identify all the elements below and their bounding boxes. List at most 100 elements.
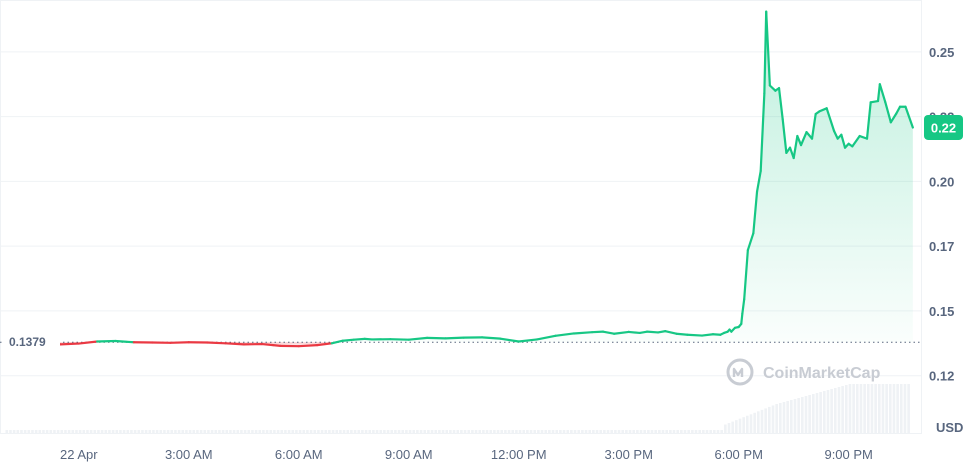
price-line-segment: [638, 330, 649, 335]
volume-bar: [31, 430, 34, 434]
volume-bar: [331, 430, 335, 434]
volume-bar: [848, 384, 852, 434]
volume-bar: [394, 430, 397, 434]
volume-bar: [790, 400, 793, 434]
volume-bar: [694, 430, 698, 434]
volume-bar: [727, 423, 731, 434]
volume-bar: [907, 384, 910, 434]
volume-bar: [793, 399, 797, 434]
volume-bar: [533, 430, 537, 434]
volume-bar: [562, 430, 566, 434]
volume-bar: [738, 418, 742, 434]
volume-bar: [705, 430, 709, 434]
price-line-segment: [444, 336, 465, 340]
volume-bar: [309, 430, 313, 434]
volume-bar: [93, 430, 97, 434]
volume-bar: [709, 430, 712, 434]
price-line-segment: [765, 10, 771, 87]
volume-bar: [742, 417, 745, 434]
volume-bar: [287, 430, 291, 434]
volume-bar: [669, 430, 672, 434]
volume-bar: [86, 430, 89, 434]
volume-bar: [661, 430, 665, 434]
volume-bar: [830, 389, 833, 434]
volume-bar: [658, 430, 661, 434]
volume-bar: [441, 430, 445, 434]
volume-bar: [177, 430, 181, 434]
volume-bar: [27, 430, 31, 434]
price-line-segment: [675, 332, 689, 336]
volume-bar: [823, 391, 826, 434]
volume-bar: [826, 390, 830, 434]
price-line-segment: [206, 341, 227, 345]
volume-bar: [584, 430, 588, 434]
price-line-segment: [740, 312, 744, 325]
volume-bar: [23, 430, 27, 434]
volume-bar: [537, 430, 540, 434]
volume-bar: [577, 430, 580, 434]
price-line-segment: [114, 339, 135, 344]
volume-bar: [595, 430, 599, 434]
volume-bar: [419, 430, 423, 434]
price-line-segment: [832, 129, 839, 140]
price-line-segment: [810, 112, 817, 140]
volume-bar: [133, 430, 137, 434]
volume-bar: [581, 430, 584, 434]
price-line-segment: [796, 134, 803, 147]
volume-bar: [628, 430, 632, 434]
volume-bar: [247, 430, 251, 434]
volume-bar: [214, 430, 218, 434]
price-line-segment: [768, 84, 777, 92]
volume-bar: [636, 430, 639, 434]
price-line-segment: [876, 83, 881, 103]
volume-bar: [841, 386, 844, 434]
volume-bar: [430, 430, 434, 434]
price-line-segment: [407, 336, 429, 341]
volume-bar: [526, 430, 529, 434]
volume-bar: [130, 430, 133, 434]
volume-bar: [342, 430, 346, 434]
volume-bar: [665, 430, 668, 434]
volume-bar: [368, 430, 372, 434]
watermark: CoinMarketCap: [726, 358, 881, 386]
price-line-segment: [297, 344, 319, 348]
volume-bar: [445, 430, 449, 434]
price-line-segment: [627, 330, 641, 335]
volume-bar: [5, 430, 9, 434]
volume-bar: [42, 430, 45, 434]
volume-bar: [397, 430, 401, 434]
volume-bar: [500, 430, 504, 434]
y-tick-label: 0.12: [929, 369, 954, 384]
price-line-segment: [869, 99, 880, 104]
volume-bar: [148, 430, 152, 434]
volume-bar: [735, 420, 738, 434]
volume-bar: [449, 430, 452, 434]
price-line-segment: [851, 134, 861, 148]
y-tick-label: 0.25: [929, 45, 954, 60]
volume-bar: [159, 430, 163, 434]
volume-bar: [126, 430, 130, 434]
volume-bar: [203, 430, 207, 434]
volume-bars: [5, 384, 910, 434]
price-line-segment: [352, 337, 366, 341]
volume-bar: [863, 384, 866, 434]
price-line-segment: [818, 107, 828, 113]
volume-bar: [34, 430, 38, 434]
volume-bar: [801, 397, 804, 434]
volume-bar: [386, 430, 390, 434]
price-line-segment: [743, 248, 749, 301]
volume-bar: [606, 430, 610, 434]
volume-bar: [56, 430, 60, 434]
price-line-segment: [759, 92, 766, 173]
price-line-segment: [590, 330, 605, 334]
volume-bar: [166, 430, 170, 434]
volume-bar: [870, 384, 874, 434]
volume-bar: [504, 430, 507, 434]
volume-bar: [859, 384, 863, 434]
volume-bar: [20, 430, 23, 434]
x-tick-label: 6:00 PM: [714, 447, 762, 462]
volume-bar: [306, 430, 309, 434]
volume-bar: [892, 384, 896, 434]
volume-bar: [265, 430, 269, 434]
volume-bar: [232, 430, 236, 434]
